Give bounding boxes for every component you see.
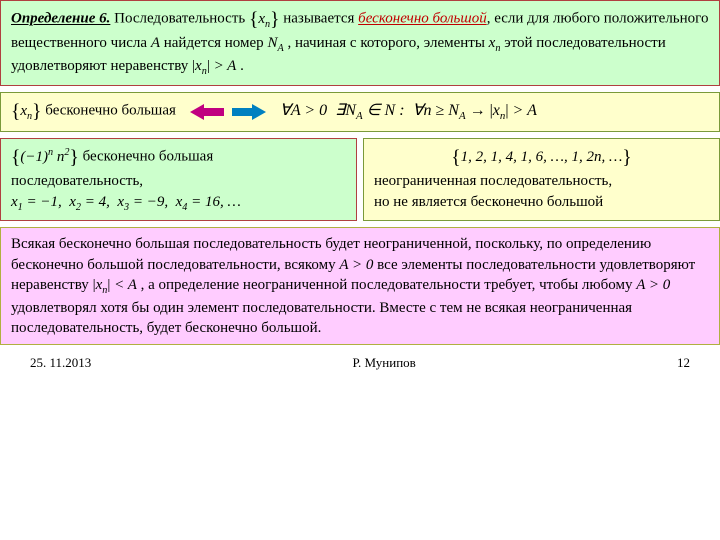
formal-left-text: бесконечно большая	[45, 103, 176, 119]
bottom-f3: A > 0	[636, 277, 670, 293]
explanation-box: Всякая бесконечно большая последовательн…	[0, 227, 720, 345]
def-t2: называется	[279, 11, 358, 27]
def-seq-xn: {xn}	[249, 11, 280, 27]
def-term: бесконечно большой	[358, 11, 487, 27]
bottom-p4: удовлетворял хотя бы один элемент послед…	[11, 300, 632, 336]
formal-box: {xn} бесконечно большая ∀A > 0 ∃NA ∈ N :…	[0, 92, 720, 132]
footer-author: Р. Мунипов	[352, 355, 415, 371]
footer-page: 12	[677, 355, 690, 371]
bottom-p3: , а определение неограниченной последова…	[141, 277, 637, 293]
example-right: {1, 2, 1, 4, 1, 6, …, 1, 2n, …} неограни…	[363, 138, 720, 221]
example-left: {(−1)n n2} бесконечно большая последоват…	[0, 138, 357, 221]
exright-line2: но не является бесконечно большой	[374, 194, 603, 210]
formal-quantifier: ∀A > 0 ∃NA ∈ N : ∀n ≥ NA → xn > A	[280, 100, 537, 124]
exleft-values: x1 = −1, x2 = 4, x3 = −9, x4 = 16, …	[11, 194, 241, 210]
def-A: A	[151, 35, 160, 51]
formal-seq: {xn}	[11, 103, 42, 119]
def-NA: NA	[267, 35, 283, 51]
exright-line1: неограниченная последовательность,	[374, 173, 612, 189]
bottom-f1: A > 0	[339, 257, 373, 273]
biimplication-arrow	[190, 101, 266, 123]
exright-seq: {1, 2, 1, 4, 1, 6, …, 1, 2n, …}	[451, 149, 631, 165]
def-t4: найдется номер	[160, 35, 267, 51]
def-xn: xn	[489, 35, 501, 51]
exleft-seq: {(−1)n n2}	[11, 149, 79, 165]
def-t1: Последовательность	[110, 11, 249, 27]
footer-date: 25. 11.2013	[30, 355, 91, 371]
def-ineq: xn > A	[192, 58, 236, 74]
examples-row: {(−1)n n2} бесконечно большая последоват…	[0, 138, 720, 221]
definition-title: Определение 6.	[11, 11, 110, 27]
definition-box: Определение 6. Последовательность {xn} н…	[0, 0, 720, 86]
def-t5: , начиная с которого, элементы	[284, 35, 489, 51]
footer: 25. 11.2013 Р. Мунипов 12	[30, 355, 690, 371]
def-t7: .	[236, 58, 244, 74]
bottom-f2: xn < A	[93, 277, 137, 293]
